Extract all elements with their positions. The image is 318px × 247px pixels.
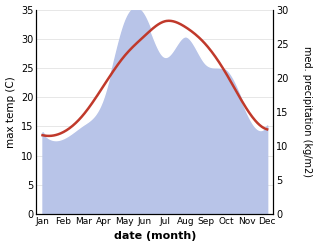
- X-axis label: date (month): date (month): [114, 231, 196, 242]
- Y-axis label: med. precipitation (kg/m2): med. precipitation (kg/m2): [302, 46, 313, 177]
- Y-axis label: max temp (C): max temp (C): [5, 76, 16, 148]
